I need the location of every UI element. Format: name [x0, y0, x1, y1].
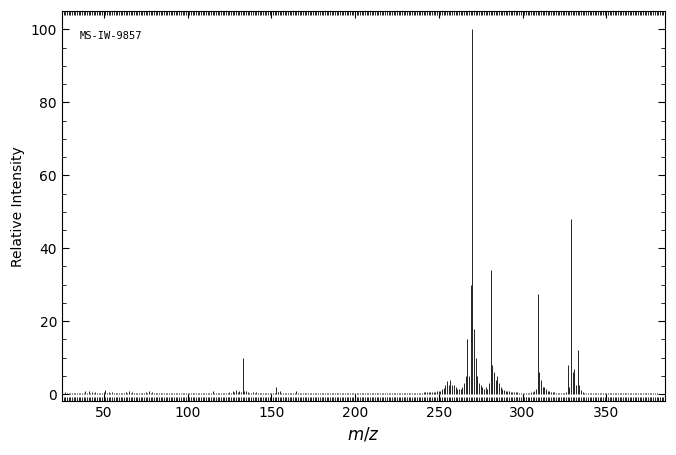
Y-axis label: Relative Intensity: Relative Intensity [11, 146, 25, 267]
Text: MS-IW-9857: MS-IW-9857 [80, 30, 143, 40]
X-axis label: $m/z$: $m/z$ [347, 426, 380, 444]
